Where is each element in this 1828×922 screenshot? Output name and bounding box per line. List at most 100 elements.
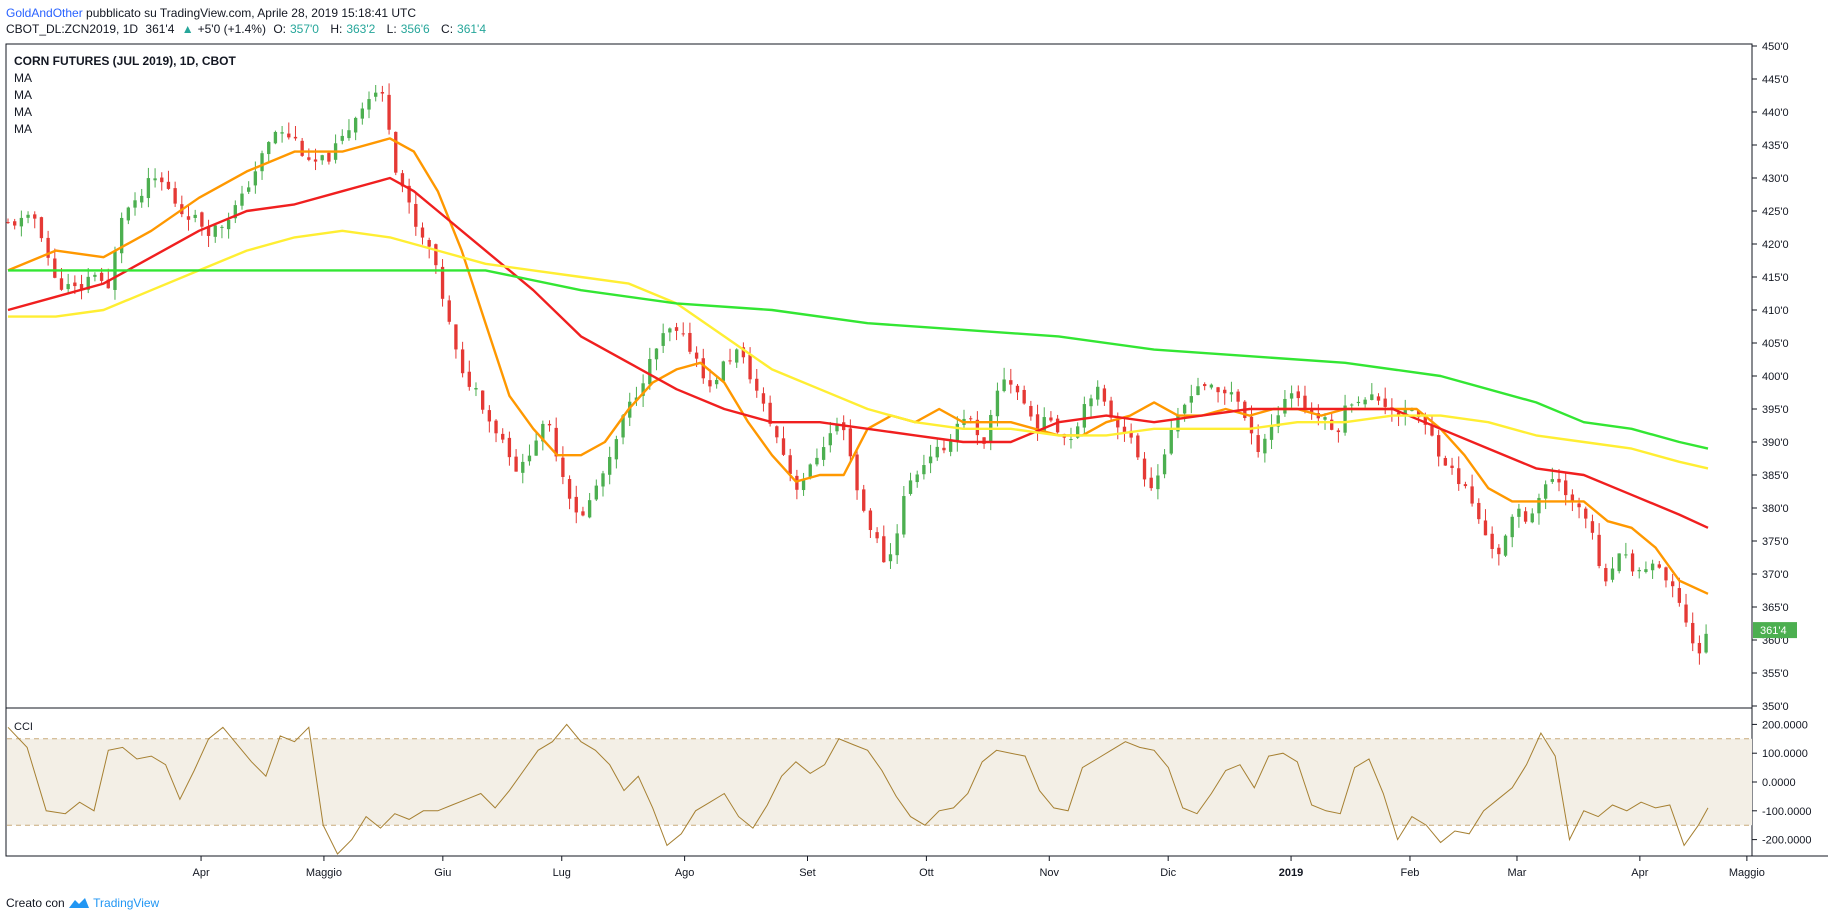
time-tick-label: Maggio: [1729, 867, 1765, 879]
price-tick-label: 390'0: [1762, 437, 1789, 449]
candle: [594, 479, 598, 502]
last-price-badge-label: 361'4: [1760, 625, 1787, 637]
author-link[interactable]: GoldAndOther: [6, 6, 83, 20]
candle: [1604, 563, 1608, 587]
candle: [213, 223, 217, 243]
chart-title: CORN FUTURES (JUL 2019), 1D, CBOT: [14, 54, 236, 68]
candle: [1122, 418, 1127, 442]
time-tick-label: Feb: [1400, 867, 1419, 879]
chart-legend: CORN FUTURES (JUL 2019), 1D, CBOT MA MA …: [14, 53, 236, 138]
candle: [320, 154, 324, 165]
candle: [126, 206, 131, 225]
candle: [755, 368, 759, 398]
candle: [233, 200, 237, 224]
candle: [454, 324, 458, 359]
candle: [507, 431, 512, 466]
candle: [1691, 612, 1695, 652]
candle: [601, 470, 605, 497]
cci-axis[interactable]: 200.0000 100.0000 0.0000 -100.0000 -200.0000: [1752, 719, 1812, 847]
candle: [220, 225, 224, 239]
candle: [13, 218, 17, 230]
candle: [1677, 577, 1682, 607]
candle: [480, 390, 485, 414]
price-tick-label: 415'0: [1762, 272, 1789, 284]
legend-ma-4[interactable]: MA: [14, 122, 32, 136]
candle: [1309, 402, 1314, 420]
candle: [1189, 384, 1193, 414]
candle: [26, 211, 30, 224]
candle: [567, 475, 572, 510]
candle: [721, 360, 726, 382]
candle: [955, 416, 959, 452]
price-tick-label: 395'0: [1762, 404, 1789, 416]
candle: [795, 469, 799, 500]
candle: [641, 374, 645, 407]
time-tick-label: Mar: [1508, 867, 1527, 879]
candle: [1564, 472, 1568, 506]
candle: [353, 116, 358, 141]
time-tick-label: Set: [799, 867, 816, 879]
cci-label: CCI: [14, 721, 33, 733]
cci-line: [7, 723, 1709, 855]
cci-tick-label: -200.0000: [1762, 835, 1812, 847]
candle: [1216, 386, 1220, 403]
cci-tick-label: 0.0000: [1762, 777, 1796, 789]
candle: [380, 85, 385, 102]
candle: [688, 322, 692, 355]
price-tick-label: 355'0: [1762, 668, 1789, 680]
candle: [307, 148, 311, 162]
candle: [19, 210, 24, 237]
candle: [621, 414, 625, 445]
legend-ma-2[interactable]: MA: [14, 88, 32, 102]
tradingview-link[interactable]: TradingView: [93, 896, 160, 910]
price-axis[interactable]: 450'0 445'0 440'0 435'0 430'0 425'0 420'0 415'0…: [1752, 41, 1797, 713]
candle: [447, 295, 451, 325]
candle: [360, 102, 364, 125]
cci-tick-label: -100.0000: [1762, 806, 1812, 818]
candle: [581, 506, 585, 517]
candle: [133, 192, 137, 216]
candle: [327, 150, 331, 165]
candle: [240, 185, 244, 210]
candle: [333, 134, 338, 164]
candle: [206, 219, 211, 247]
candle: [1523, 507, 1528, 524]
candle: [113, 246, 117, 300]
price-tick-label: 410'0: [1762, 305, 1789, 317]
candle: [1470, 474, 1474, 507]
candle: [835, 417, 839, 435]
candle: [1477, 498, 1481, 524]
candle: [1403, 399, 1407, 426]
candle: [989, 409, 993, 451]
candle: [414, 192, 418, 236]
candle: [119, 212, 124, 264]
candle: [226, 212, 231, 239]
legend-ma-1[interactable]: MA: [14, 71, 32, 85]
candle: [280, 126, 284, 143]
candle: [1343, 394, 1347, 436]
candle: [908, 472, 913, 496]
candle: [1363, 397, 1367, 408]
candle: [928, 444, 933, 474]
candle: [534, 432, 538, 456]
candle: [420, 222, 425, 245]
candle: [1263, 433, 1267, 463]
candle: [66, 273, 70, 294]
candle: [33, 211, 37, 229]
candle: [1704, 624, 1708, 654]
time-axis[interactable]: Apr Maggio Giu Lug Ago Set Ott Nov Dic 2019 Feb Mar…: [192, 856, 1765, 879]
ohlc-line: CBOT_DL:ZCN2019, 1D 361'4 ▲ +5'0 (+1.4%) …: [6, 22, 494, 36]
candle: [681, 322, 685, 337]
candle: [1437, 429, 1441, 467]
candle: [1283, 390, 1287, 417]
price-tick-label: 450'0: [1762, 41, 1789, 53]
legend-ma-3[interactable]: MA: [14, 105, 32, 119]
time-tick-label: Apr: [192, 867, 209, 879]
candle: [153, 168, 157, 188]
price-tick-label: 385'0: [1762, 470, 1789, 482]
candle: [1209, 383, 1214, 390]
candle: [1169, 419, 1173, 456]
candle: [1664, 566, 1668, 588]
change-value: +5'0 (+1.4%): [197, 22, 266, 36]
